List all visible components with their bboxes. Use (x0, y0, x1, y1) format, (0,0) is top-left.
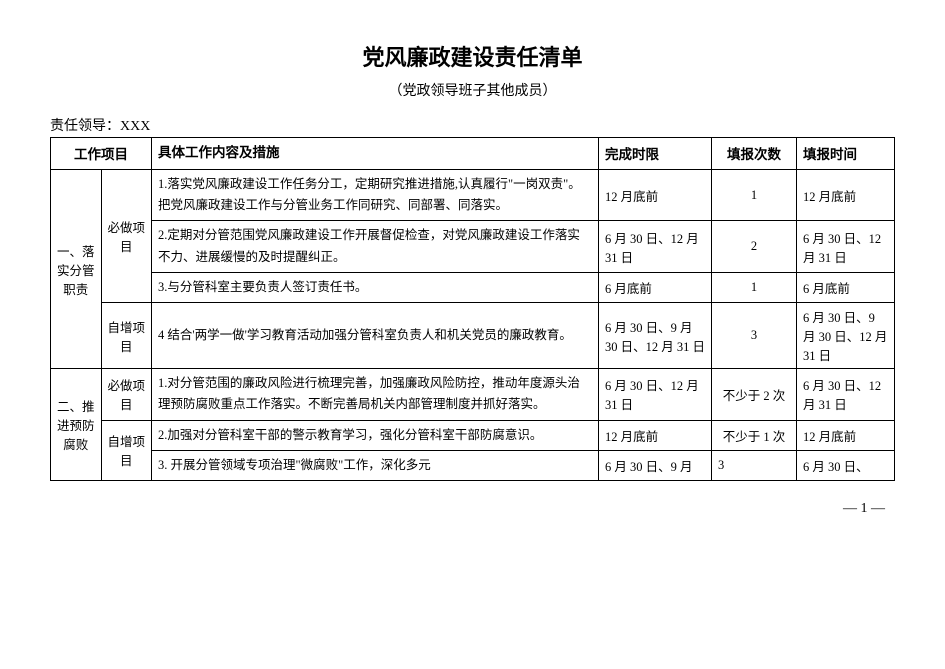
section2-required: 必做项目 (101, 369, 152, 421)
cell-content: 3.与分管科室主要负责人签订责任书。 (152, 272, 599, 302)
cell-time: 6 月 30 日、12 月 31 日 (797, 221, 895, 273)
cell-content: 2.加强对分管科室干部的警示教育学习，强化分管科室干部防腐意识。 (152, 420, 599, 450)
page-number: — 1 — (50, 501, 895, 517)
cell-count: 不少于 1 次 (712, 420, 797, 450)
cell-deadline: 6 月 30 日、9 月 (599, 450, 712, 480)
cell-deadline: 6 月底前 (599, 272, 712, 302)
cell-content: 4 结合'两学一做'学习教育活动加强分管科室负责人和机关党员的廉政教育。 (152, 303, 599, 369)
cell-time: 12 月底前 (797, 420, 895, 450)
table-row: 3.与分管科室主要负责人签订责任书。 6 月底前 1 6 月底前 (51, 272, 895, 302)
cell-count: 不少于 2 次 (712, 369, 797, 421)
cell-count: 1 (712, 272, 797, 302)
table-row: 自增项目 4 结合'两学一做'学习教育活动加强分管科室负责人和机关党员的廉政教育… (51, 303, 895, 369)
header-project: 工作项目 (51, 138, 152, 170)
cell-content: 3. 开展分管领域专项治理"微腐败"工作，深化多元 (152, 450, 599, 480)
table-row: 一、落实分管职责 必做项目 1.落实党风廉政建设工作任务分工，定期研究推进措施,… (51, 169, 895, 221)
header-content: 具体工作内容及措施 (152, 138, 599, 170)
cell-deadline: 6 月 30 日、9 月 30 日、12 月 31 日 (599, 303, 712, 369)
cell-count: 2 (712, 221, 797, 273)
section1-label: 一、落实分管职责 (51, 169, 102, 368)
header-deadline: 完成时限 (599, 138, 712, 170)
leader-label: 责任领导：XXX (50, 115, 895, 135)
section2-label: 二、推进预防腐败 (51, 369, 102, 481)
table-row: 自增项目 2.加强对分管科室干部的警示教育学习，强化分管科室干部防腐意识。 12… (51, 420, 895, 450)
section1-selfadd: 自增项目 (101, 303, 152, 369)
cell-time: 6 月 30 日、 (797, 450, 895, 480)
header-count: 填报次数 (712, 138, 797, 170)
cell-time: 6 月底前 (797, 272, 895, 302)
cell-content: 1.对分管范围的廉政风险进行梳理完善，加强廉政风险防控，推动年度源头治理预防腐败… (152, 369, 599, 421)
cell-deadline: 6 月 30 日、12 月 31 日 (599, 369, 712, 421)
table-header-row: 工作项目 具体工作内容及措施 完成时限 填报次数 填报时间 (51, 138, 895, 170)
cell-count: 3 (712, 303, 797, 369)
table-row: 2.定期对分管范围党风廉政建设工作开展督促检查，对党风廉政建设工作落实不力、进展… (51, 221, 895, 273)
cell-time: 6 月 30 日、9 月 30 日、12 月 31 日 (797, 303, 895, 369)
section2-selfadd: 自增项目 (101, 420, 152, 481)
cell-time: 6 月 30 日、12 月 31 日 (797, 369, 895, 421)
cell-content: 1.落实党风廉政建设工作任务分工，定期研究推进措施,认真履行"一岗双责"。把党风… (152, 169, 599, 221)
cell-content: 2.定期对分管范围党风廉政建设工作开展督促检查，对党风廉政建设工作落实不力、进展… (152, 221, 599, 273)
cell-deadline: 6 月 30 日、12 月 31 日 (599, 221, 712, 273)
cell-count: 1 (712, 169, 797, 221)
page-subtitle: （党政领导班子其他成员） (50, 80, 895, 100)
cell-count: 3 (712, 450, 797, 480)
section1-required: 必做项目 (101, 169, 152, 302)
cell-deadline: 12 月底前 (599, 420, 712, 450)
page-title: 党风廉政建设责任清单 (50, 40, 895, 72)
cell-time: 12 月底前 (797, 169, 895, 221)
responsibility-table: 工作项目 具体工作内容及措施 完成时限 填报次数 填报时间 一、落实分管职责 必… (50, 137, 895, 481)
table-row: 二、推进预防腐败 必做项目 1.对分管范围的廉政风险进行梳理完善，加强廉政风险防… (51, 369, 895, 421)
cell-deadline: 12 月底前 (599, 169, 712, 221)
header-time: 填报时间 (797, 138, 895, 170)
table-row: 3. 开展分管领域专项治理"微腐败"工作，深化多元 6 月 30 日、9 月 3… (51, 450, 895, 480)
